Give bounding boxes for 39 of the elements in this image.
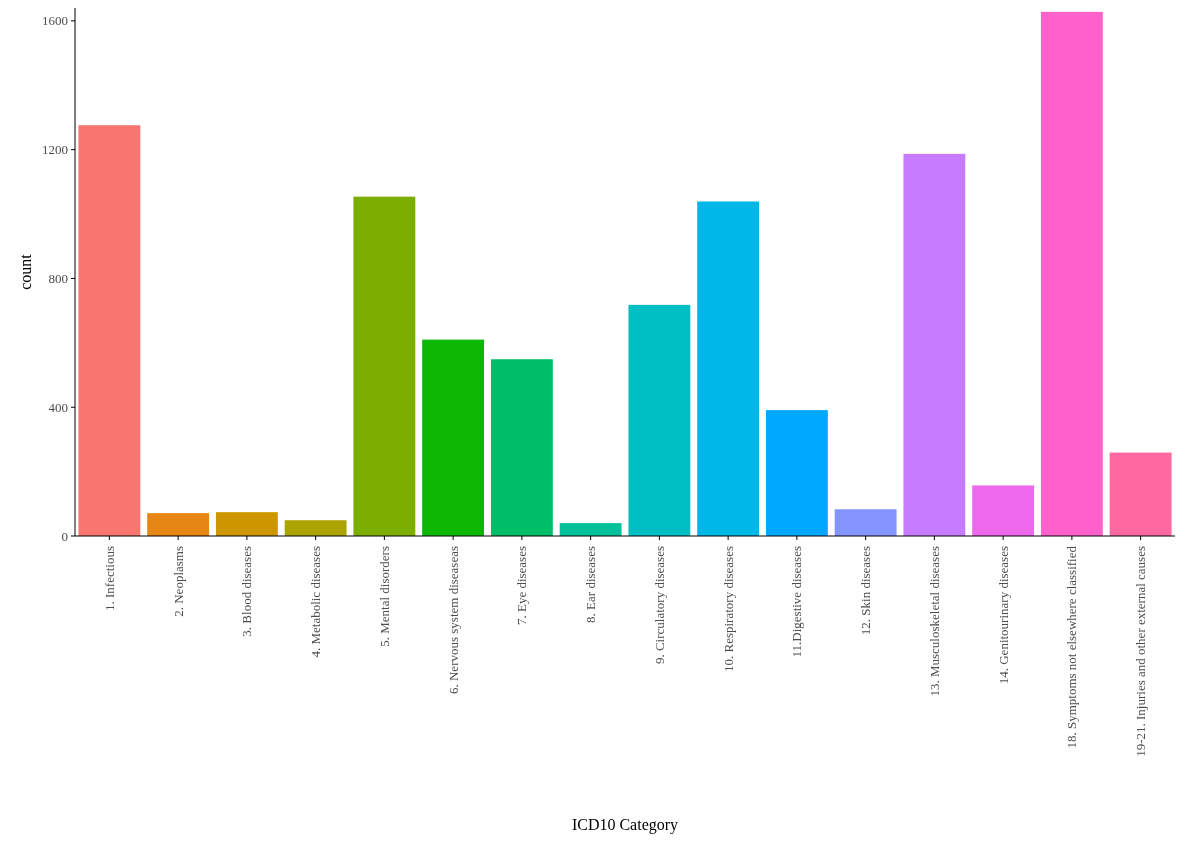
- y-axis-title: count: [17, 253, 35, 290]
- bar: [628, 304, 691, 536]
- bar: [284, 520, 347, 536]
- x-tick-label: 12. Skin diseases: [858, 546, 874, 636]
- y-tick-label: 1600: [42, 13, 68, 29]
- x-tick-label: 5. Mental disorders: [376, 546, 392, 647]
- bar: [1040, 11, 1103, 536]
- bar: [765, 410, 828, 536]
- bar: [215, 512, 278, 536]
- x-tick-label: 7. Eye diseases: [514, 546, 530, 626]
- y-tick-label: 0: [61, 528, 68, 544]
- y-tick-label: 1200: [42, 142, 68, 158]
- x-tick-label: 19-21. Injuries and other external causes: [1133, 546, 1149, 757]
- bar: [147, 513, 210, 536]
- x-tick-label: 4. Metabolic diseases: [308, 546, 324, 658]
- bar: [490, 359, 553, 536]
- x-tick-label: 2. Neoplasms: [170, 546, 186, 617]
- x-tick-label: 1. Infectious: [101, 546, 117, 611]
- bar: [78, 125, 141, 536]
- x-tick-label: 8. Ear diseases: [583, 546, 599, 623]
- y-tick-label: 800: [48, 270, 68, 286]
- x-tick-label: 11.Digestive diseases: [789, 546, 805, 658]
- x-tick-label: 3. Blood diseases: [239, 546, 255, 637]
- bar: [903, 153, 966, 536]
- x-tick-label: 14. Genitourinary diseases: [995, 546, 1011, 685]
- x-axis-title: ICD10 Category: [571, 816, 679, 834]
- bar: [422, 339, 485, 536]
- bar: [972, 485, 1035, 536]
- y-tick-label: 400: [48, 399, 68, 415]
- bar: [1109, 452, 1172, 536]
- bar: [559, 523, 622, 536]
- x-tick-label: 6. Nervous system diseaseas: [445, 546, 461, 695]
- bar: [834, 509, 897, 536]
- x-tick-label: 18. Symptoms not elsewhere classified: [1064, 545, 1080, 749]
- x-tick-label: 10. Respiratory diseases: [720, 546, 736, 673]
- bar: [353, 196, 416, 536]
- x-tick-label: 9. Circulatory diseases: [651, 546, 667, 665]
- x-tick-label: 13. Musculoskeletal diseases: [926, 546, 942, 697]
- bar: [697, 201, 760, 536]
